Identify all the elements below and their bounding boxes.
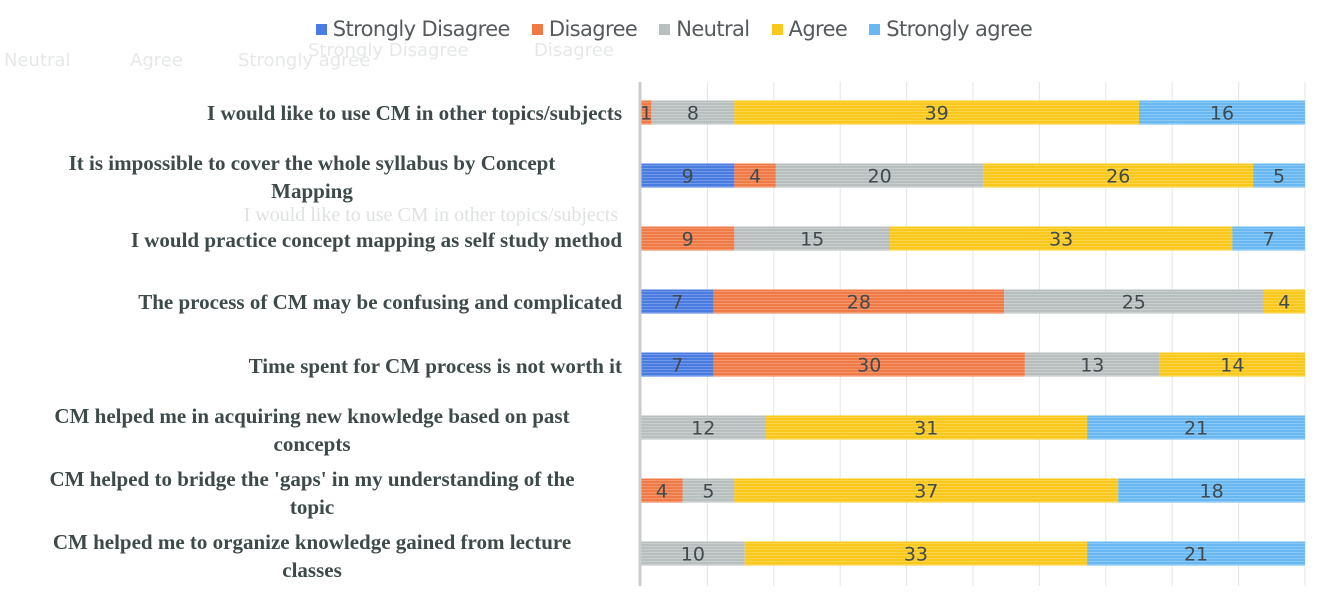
data-label: 10: [681, 544, 705, 566]
data-label: 30: [857, 355, 881, 377]
data-label: 1: [640, 103, 652, 125]
data-label: 15: [800, 229, 824, 251]
data-label: 4: [1278, 292, 1290, 314]
data-label: 31: [914, 418, 938, 440]
data-label: 33: [1049, 229, 1073, 251]
data-label: 18: [1200, 481, 1224, 503]
data-label: 8: [687, 103, 699, 125]
data-label: 7: [1263, 229, 1275, 251]
data-label: 9: [682, 229, 694, 251]
data-label: 21: [1184, 544, 1208, 566]
data-label: 7: [671, 355, 683, 377]
data-label: 4: [749, 166, 761, 188]
data-label: 21: [1184, 418, 1208, 440]
data-label: 25: [1122, 292, 1146, 314]
data-label: 39: [925, 103, 949, 125]
data-label: 4: [656, 481, 668, 503]
data-label: 28: [847, 292, 871, 314]
data-label: 5: [1273, 166, 1285, 188]
data-label: 12: [691, 418, 715, 440]
data-label: 13: [1080, 355, 1104, 377]
data-label: 5: [702, 481, 714, 503]
data-label: 14: [1220, 355, 1244, 377]
data-label: 33: [904, 544, 928, 566]
data-label: 7: [671, 292, 683, 314]
data-label: 26: [1106, 166, 1130, 188]
data-label: 20: [868, 166, 892, 188]
gridlines: [641, 82, 1305, 586]
data-label: 9: [682, 166, 694, 188]
data-label: 37: [914, 481, 938, 503]
stacked-bar-chart: 1839169420265915337728254730131412312145…: [0, 0, 1322, 606]
data-label: 16: [1210, 103, 1234, 125]
